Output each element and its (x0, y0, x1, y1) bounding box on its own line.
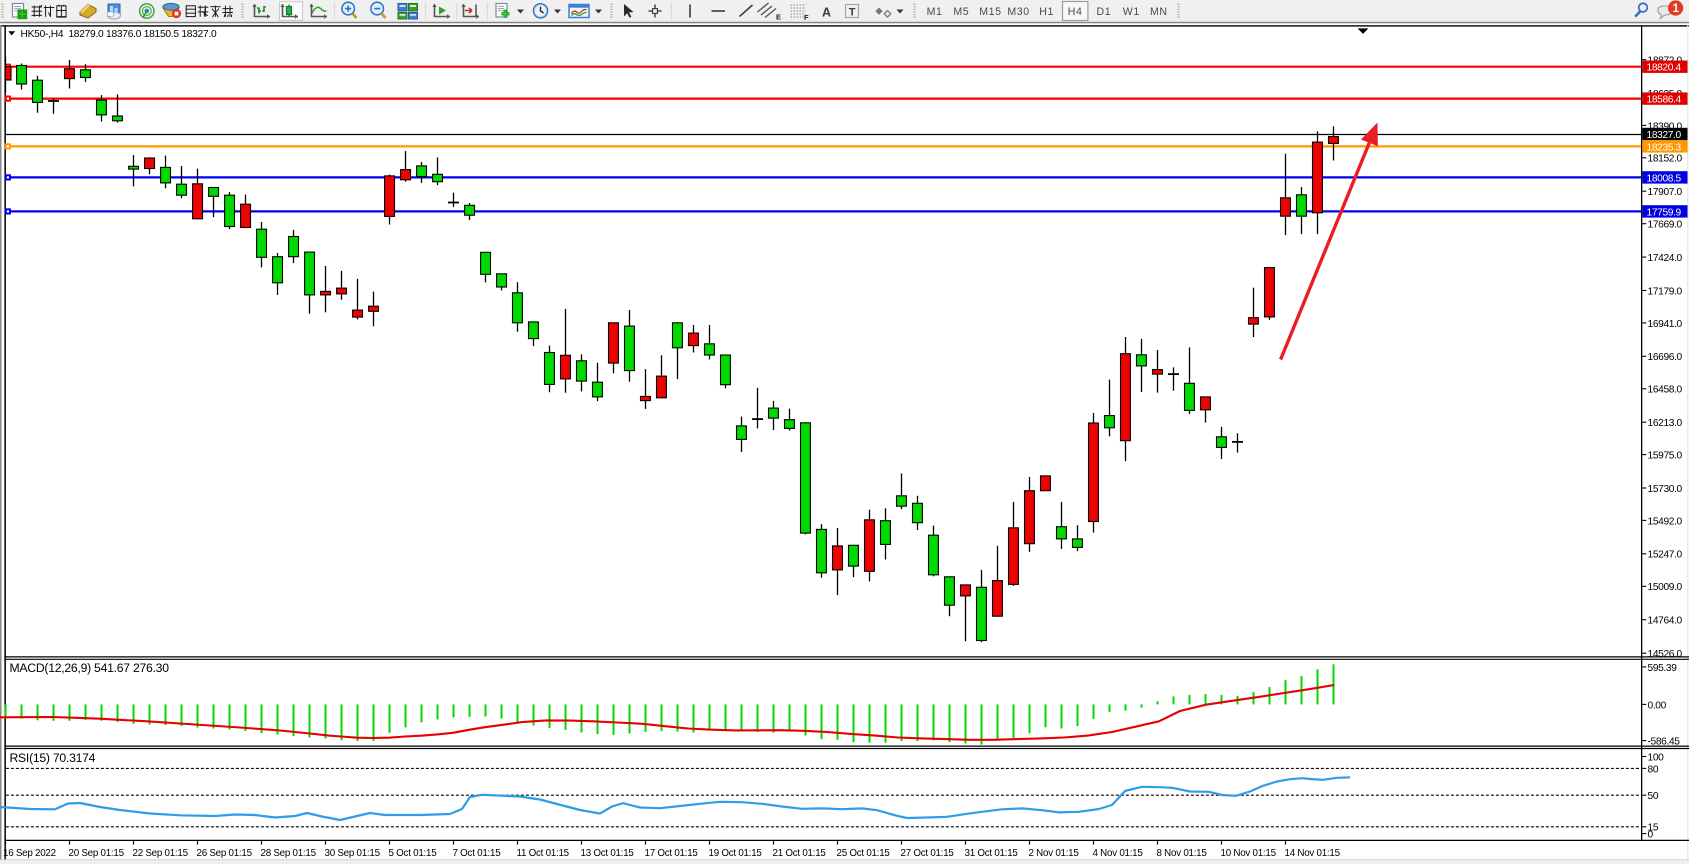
svg-text:25 Oct 01:15: 25 Oct 01:15 (837, 848, 891, 859)
svg-text:100: 100 (1648, 752, 1665, 763)
svg-text:22 Sep 01:15: 22 Sep 01:15 (133, 848, 189, 859)
svg-text:15009.0: 15009.0 (1648, 582, 1683, 593)
svg-text:F: F (804, 13, 809, 22)
svg-text:18586.4: 18586.4 (1647, 95, 1682, 106)
svg-text:E: E (776, 13, 781, 22)
svg-text:16458.0: 16458.0 (1648, 385, 1683, 396)
svg-text:H1: H1 (1039, 6, 1054, 18)
svg-text:RSI(15) 70.3174: RSI(15) 70.3174 (10, 751, 96, 765)
svg-text:M15: M15 (979, 6, 1001, 18)
svg-text:4 Nov 01:15: 4 Nov 01:15 (1093, 848, 1144, 859)
svg-text:28 Sep 01:15: 28 Sep 01:15 (261, 848, 317, 859)
svg-text:80: 80 (1648, 764, 1659, 775)
svg-text:MACD(12,26,9) 541.67 276.30: MACD(12,26,9) 541.67 276.30 (10, 661, 170, 675)
svg-text:16213.0: 16213.0 (1648, 418, 1683, 429)
svg-text:18152.0: 18152.0 (1648, 154, 1683, 165)
svg-text:15247.0: 15247.0 (1648, 550, 1683, 561)
svg-text:W1: W1 (1123, 6, 1140, 18)
svg-text:18820.4: 18820.4 (1647, 63, 1682, 74)
svg-text:14764.0: 14764.0 (1648, 616, 1683, 627)
svg-text:-586.45: -586.45 (1648, 737, 1681, 748)
svg-text:0.00: 0.00 (1648, 700, 1667, 711)
svg-text:5 Oct 01:15: 5 Oct 01:15 (389, 848, 438, 859)
svg-text:0: 0 (1648, 830, 1654, 841)
svg-text:20 Sep 01:15: 20 Sep 01:15 (69, 848, 125, 859)
svg-text:27 Oct 01:15: 27 Oct 01:15 (901, 848, 955, 859)
svg-text:15730.0: 15730.0 (1648, 484, 1683, 495)
svg-text:HK50-,H4 18279.0 18376.0 1815: HK50-,H4 18279.0 18376.0 18150.5 18327.0 (21, 29, 218, 40)
svg-text:17 Oct 01:15: 17 Oct 01:15 (645, 848, 699, 859)
svg-text:2 Nov 01:15: 2 Nov 01:15 (1029, 848, 1080, 859)
svg-text:30 Sep 01:15: 30 Sep 01:15 (325, 848, 381, 859)
svg-text:17907.0: 17907.0 (1648, 187, 1683, 198)
svg-text:595.39: 595.39 (1648, 663, 1678, 674)
svg-text:T: T (849, 7, 856, 19)
svg-text:14 Nov 01:15: 14 Nov 01:15 (1285, 848, 1341, 859)
svg-text:21 Oct 01:15: 21 Oct 01:15 (773, 848, 827, 859)
svg-text:8 Nov 01:15: 8 Nov 01:15 (1157, 848, 1208, 859)
svg-text:7 Oct 01:15: 7 Oct 01:15 (453, 848, 502, 859)
svg-text:31 Oct 01:15: 31 Oct 01:15 (965, 848, 1019, 859)
svg-text:15492.0: 15492.0 (1648, 516, 1683, 527)
svg-text:18008.5: 18008.5 (1647, 173, 1682, 184)
svg-text:15975.0: 15975.0 (1648, 451, 1683, 462)
svg-text:16 Sep 2022: 16 Sep 2022 (3, 848, 56, 859)
svg-text:M5: M5 (953, 6, 969, 18)
svg-text:H4: H4 (1068, 6, 1083, 18)
svg-text:18390.0: 18390.0 (1648, 121, 1683, 132)
svg-text:19 Oct 01:15: 19 Oct 01:15 (709, 848, 763, 859)
svg-text:18235.3: 18235.3 (1647, 142, 1682, 153)
svg-text:MN: MN (1150, 6, 1168, 18)
svg-text:17669.0: 17669.0 (1648, 220, 1683, 231)
svg-text:16941.0: 16941.0 (1648, 319, 1683, 330)
svg-text:A: A (822, 6, 831, 20)
svg-text:D1: D1 (1097, 6, 1112, 18)
svg-text:M30: M30 (1007, 6, 1029, 18)
svg-text:1: 1 (1673, 3, 1680, 15)
svg-text:50: 50 (1648, 791, 1659, 802)
svg-text:14526.0: 14526.0 (1648, 649, 1683, 660)
svg-text:15: 15 (1648, 823, 1659, 834)
svg-text:17424.0: 17424.0 (1648, 253, 1683, 264)
svg-text:11 Oct 01:15: 11 Oct 01:15 (517, 848, 570, 859)
svg-text:18327.0: 18327.0 (1647, 130, 1682, 141)
svg-text:M1: M1 (927, 6, 943, 18)
svg-text:17759.9: 17759.9 (1647, 207, 1682, 218)
svg-text:16696.0: 16696.0 (1648, 352, 1683, 363)
svg-text:17179.0: 17179.0 (1648, 286, 1683, 297)
svg-text:26 Sep 01:15: 26 Sep 01:15 (197, 848, 253, 859)
svg-text:10 Nov 01:15: 10 Nov 01:15 (1221, 848, 1277, 859)
svg-text:13 Oct 01:15: 13 Oct 01:15 (581, 848, 635, 859)
